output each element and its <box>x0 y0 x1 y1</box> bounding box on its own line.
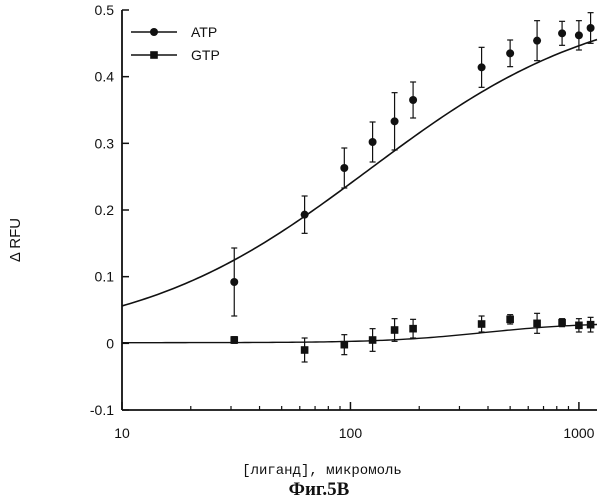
gtp-point <box>533 319 541 328</box>
legend: ATP GTP <box>131 24 220 63</box>
atp-legend-marker <box>150 28 158 36</box>
atp-point <box>390 117 399 126</box>
atp-point <box>558 29 567 38</box>
gtp-point <box>409 324 417 333</box>
atp-point <box>574 31 583 40</box>
gtp-point <box>230 336 239 344</box>
atp-point <box>230 278 239 286</box>
atp-point <box>506 49 515 58</box>
atp-point <box>409 96 418 104</box>
figure-caption: Фиг.5B <box>289 479 350 500</box>
y-tick-label: 0.3 <box>95 135 115 151</box>
gtp-point <box>586 320 595 329</box>
atp-fit-curve <box>121 38 598 307</box>
gtp-point <box>340 340 349 349</box>
y-axis: -0.1 0 0.1 0.2 0.3 0.4 0.5 <box>90 2 129 418</box>
x-axis-title: [лиганд], микромоль <box>242 463 402 479</box>
x-axis: 10 100 1000 <box>114 402 597 441</box>
y-tick-label: 0.1 <box>95 269 115 285</box>
atp-point <box>477 63 486 72</box>
atp-legend-label: ATP <box>191 24 217 40</box>
gtp-legend-label: GTP <box>191 47 220 63</box>
atp-point <box>340 164 349 172</box>
y-tick-label: 0.2 <box>95 202 115 218</box>
x-tick-label: 10 <box>114 425 130 441</box>
x-tick-label: 1000 <box>563 425 594 441</box>
gtp-fit-curve <box>122 323 598 344</box>
y-tick-label: 0 <box>106 335 114 351</box>
y-axis-title: Δ RFU <box>7 218 24 262</box>
atp-point <box>533 36 542 45</box>
atp-point <box>586 24 595 32</box>
y-tick-label: 0.5 <box>95 2 115 18</box>
gtp-point <box>506 315 514 324</box>
gtp-point <box>390 326 399 334</box>
y-tick-label: 0.4 <box>95 69 115 85</box>
gtp-point <box>558 318 566 327</box>
atp-point <box>300 210 309 219</box>
gtp-point <box>575 321 583 330</box>
atp-point <box>368 138 377 146</box>
y-tick-label: -0.1 <box>90 402 114 418</box>
gtp-point <box>300 346 309 354</box>
series-layer <box>121 12 598 363</box>
gtp-point <box>477 320 486 328</box>
gtp-legend-marker <box>150 51 158 59</box>
gtp-point <box>368 336 377 344</box>
x-tick-label: 100 <box>339 425 363 441</box>
